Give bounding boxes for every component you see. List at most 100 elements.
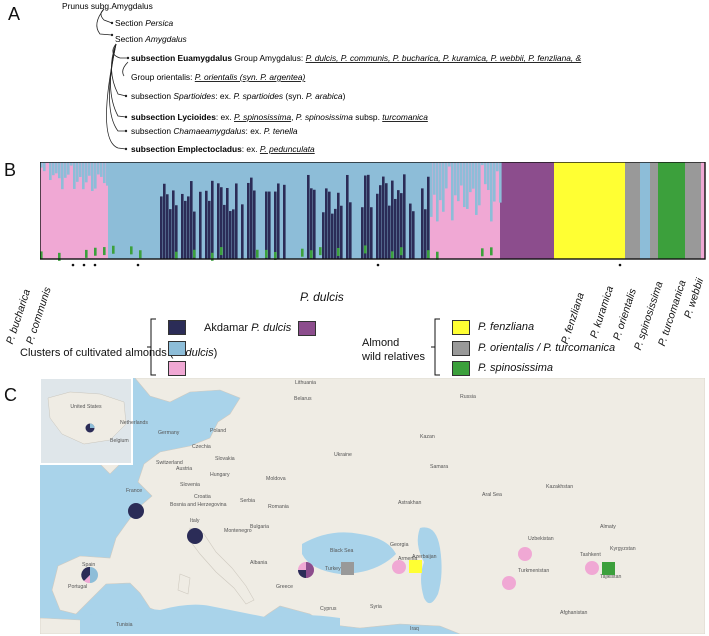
structure-bar	[232, 209, 235, 259]
panel-letter-c: C	[4, 385, 17, 405]
structure-bar	[283, 184, 286, 259]
structure-block	[685, 162, 701, 259]
pie-tajikistan	[585, 561, 599, 575]
map-label-slovenia: Slovenia	[180, 482, 200, 488]
structure-bar	[349, 202, 352, 259]
structure-bar	[448, 162, 451, 167]
map-label-germany: Germany	[158, 430, 180, 436]
structure-bar	[328, 191, 331, 259]
structure-bar	[103, 162, 106, 184]
structure-bar	[397, 190, 400, 259]
map-label-syria: Syria	[370, 604, 382, 610]
structure-bar	[472, 162, 475, 189]
legend-wild-spinosissima: P. spinosissima	[478, 362, 553, 374]
structure-bar	[205, 190, 208, 259]
structure-block	[40, 162, 68, 259]
structure-bar	[49, 162, 52, 181]
structure-bar	[475, 162, 478, 215]
map-label-afghanistan: Afghanistan	[560, 610, 588, 616]
structure-bar	[433, 162, 436, 195]
structure-bar	[325, 188, 328, 259]
structure-bar	[106, 162, 109, 186]
structure-block	[701, 162, 705, 259]
panel-letter-b: B	[4, 160, 17, 180]
structure-bar	[337, 192, 340, 259]
structure-bar	[364, 175, 367, 259]
map-label-austria: Austria	[176, 466, 192, 472]
map-label-spain: Spain	[82, 562, 95, 568]
structure-block	[640, 162, 650, 259]
map-label-bosnia-and-herzegovina: Bosnia and Herzegovina	[170, 502, 227, 508]
structure-bar	[481, 162, 484, 166]
structure-bar	[211, 180, 214, 259]
structure-bar	[85, 249, 88, 258]
tree-lycioides: subsection Lycioides: ex. P. spinosissim…	[131, 112, 428, 122]
structure-bar	[199, 191, 202, 259]
structure-bar	[490, 247, 493, 256]
map-label-tajikistan: Tajikistan	[600, 574, 621, 580]
map-label-portugal: Portugal	[68, 584, 87, 590]
structure-bar	[64, 162, 67, 178]
legend-wild-label-2: wild relatives	[362, 351, 425, 363]
structure-bar	[247, 182, 250, 259]
map-label-georgia: Georgia	[390, 542, 409, 548]
map-label-iraq: Iraq	[410, 626, 419, 632]
map-label-montenegro: Montenegro	[224, 528, 252, 534]
map-label-azerbaijan: Azerbaijan	[412, 554, 437, 560]
structure-bar	[394, 198, 397, 259]
legend-swatch-light-blue	[168, 341, 186, 356]
map-inset-usa: United States	[40, 378, 133, 465]
legend-swatch-pink	[168, 361, 186, 376]
legend-swatch-dark-navy	[168, 320, 186, 335]
structure-bar	[67, 162, 70, 175]
structure-marker	[71, 263, 75, 267]
structure-bar	[370, 207, 373, 259]
structure-bar	[253, 190, 256, 259]
map-label-usa: United States	[70, 404, 102, 410]
structure-bar	[403, 174, 406, 259]
structure-bar	[217, 183, 220, 259]
legend-wild-brace	[431, 318, 440, 376]
map-label-kazakhstan: Kazakhstan	[546, 484, 573, 490]
label-p-dulcis: P. dulcis	[300, 290, 344, 304]
structure-bar	[388, 205, 391, 259]
legend-swatch-purple	[298, 321, 316, 336]
map-label-greece: Greece	[276, 584, 293, 590]
structure-bar	[187, 196, 190, 259]
pie-italy	[187, 528, 203, 544]
structure-bar	[241, 204, 244, 259]
structure-bar	[313, 189, 316, 259]
structure-bar	[457, 162, 460, 202]
legend-swatch-yellow	[452, 320, 470, 335]
map-label-moldova: Moldova	[266, 476, 286, 482]
structure-bar	[166, 194, 169, 259]
structure-bar	[268, 191, 271, 259]
label-p-fenzliana: P. fenzliana	[559, 291, 587, 346]
legend-cultivated-brace	[147, 318, 156, 376]
structure-bar	[265, 191, 268, 259]
taxonomy-tree: Prunus subg.Amygdalus Section Persica Se…	[62, 1, 582, 154]
tree-spartioides: subsection Spartioides: ex. P. spartioid…	[131, 91, 346, 101]
tree-chamaeamygdalus: subsection Chamaeamygdalus: ex. P. tenel…	[131, 126, 298, 136]
structure-bar	[190, 181, 193, 259]
structure-bar	[130, 246, 133, 255]
structure-bar	[211, 252, 214, 261]
legend-wild-label-1: Almond	[362, 337, 400, 349]
map-label-turkmenistan: Turkmenistan	[518, 568, 549, 574]
structure-bar	[421, 188, 424, 259]
map-label-cyprus: Cyprus	[320, 606, 337, 612]
structure-bars	[40, 162, 705, 261]
map-label-netherlands: Netherlands	[120, 420, 148, 426]
map-label-russia: Russia	[460, 394, 476, 400]
structure-bar	[91, 162, 94, 192]
structure-bar	[208, 200, 211, 259]
map-label-czechia: Czechia	[192, 444, 211, 450]
structure-bar	[256, 249, 259, 258]
structure-bar	[301, 248, 304, 257]
structure-bar	[385, 183, 388, 259]
map-label-samara: Samara	[430, 464, 448, 470]
structure-bar	[100, 162, 103, 177]
structure-bar	[478, 162, 481, 206]
map-mediterranean	[80, 604, 340, 634]
pie-turkey	[298, 562, 314, 578]
